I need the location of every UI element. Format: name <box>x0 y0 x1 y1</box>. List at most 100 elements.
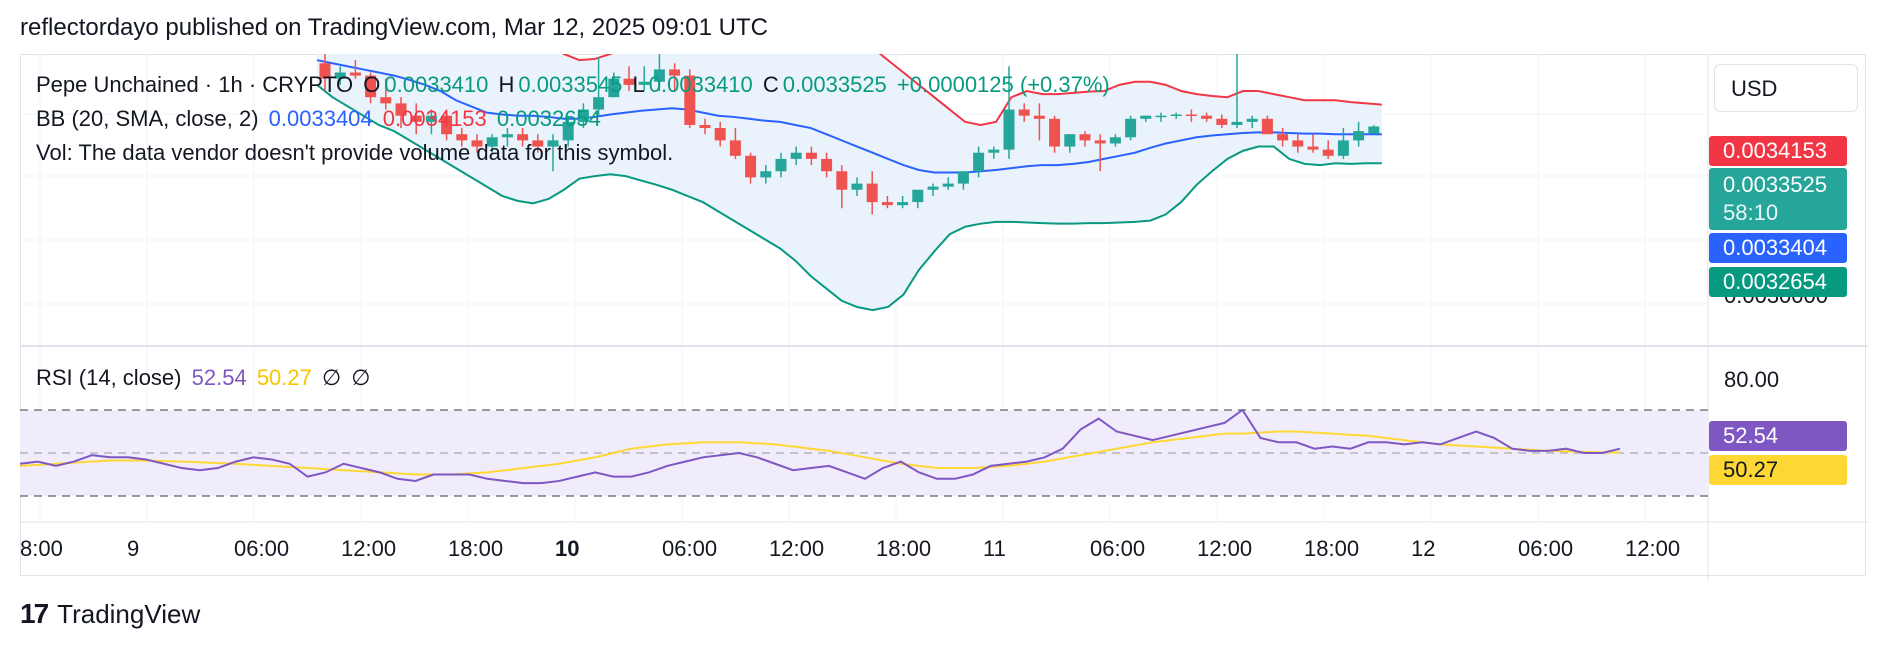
rsi-ma-value: 50.27 <box>256 365 312 390</box>
close-label: C <box>762 72 779 97</box>
time-tick-label: 12 <box>1411 536 1436 561</box>
candle-body <box>1003 109 1015 150</box>
candle-body <box>1322 149 1334 156</box>
time-tick-label: 12:00 <box>1197 536 1253 561</box>
high-value: 0.0033545 <box>518 72 623 97</box>
candle-body <box>653 69 665 82</box>
candle-body <box>684 75 696 125</box>
candle-body <box>1018 109 1030 116</box>
rsi-na-1: ∅ <box>322 365 342 390</box>
candle-body <box>897 202 909 206</box>
time-tick-label: 11 <box>983 536 1006 561</box>
candle-body <box>973 152 985 172</box>
candle-body <box>881 202 893 206</box>
bb-lower-value: 0.0032654 <box>496 106 601 131</box>
chart-canvas[interactable] <box>20 54 1868 580</box>
candle-body <box>1170 114 1182 116</box>
symbol-legend: Pepe Unchained · 1h · CRYPTO O 0.0033410 … <box>36 72 1114 98</box>
rsi-na-2: ∅ <box>351 365 371 390</box>
footer-brand[interactable]: 17 TradingView <box>20 598 200 630</box>
candle-body <box>471 140 483 147</box>
candle-body <box>456 134 468 141</box>
candle-body <box>851 183 863 190</box>
open-value: 0.0033410 <box>384 72 489 97</box>
rsi-line <box>20 408 1621 485</box>
candle-body <box>1246 118 1258 122</box>
candle-body <box>593 97 605 110</box>
candle-body <box>1307 146 1319 150</box>
candle-body <box>517 134 529 141</box>
rsi-label: RSI (14, close) <box>36 365 182 390</box>
time-tick-label: 06:00 <box>662 536 718 561</box>
tradingview-logo-icon: 17 <box>20 598 49 629</box>
candle-body <box>319 63 331 79</box>
bar-countdown: 58:10 <box>1723 200 1779 225</box>
candle-body <box>1353 131 1365 141</box>
candle-body <box>1261 118 1273 135</box>
time-tick-label: 12:00 <box>769 536 825 561</box>
time-tick-label: 10 <box>555 536 580 561</box>
rsi-ma-tag: 50.27 <box>1709 455 1847 485</box>
publish-header: reflectordayo published on TradingView.c… <box>20 14 768 41</box>
candle-body <box>1292 140 1304 147</box>
candle-body <box>562 121 574 141</box>
candle-body <box>1033 115 1045 119</box>
time-tick-label: 12:00 <box>341 536 397 561</box>
candle-body <box>1216 118 1228 125</box>
rsi-value: 52.54 <box>191 365 247 390</box>
symbol-name[interactable]: Pepe Unchained · 1h · CRYPTO <box>36 72 354 97</box>
time-tick-label: 06:00 <box>1090 536 1146 561</box>
candle-body <box>410 115 422 122</box>
low-value: 0.0033410 <box>648 72 753 97</box>
time-tick-label: 8:00 <box>20 536 63 561</box>
candle-body <box>1125 118 1137 138</box>
low-label: L <box>632 72 645 97</box>
high-label: H <box>498 72 515 97</box>
candle-body <box>425 115 437 122</box>
currency-selector[interactable]: USD <box>1714 64 1858 112</box>
bb-basis-value: 0.0033404 <box>268 106 373 131</box>
bb-upper-value: 0.0034153 <box>382 106 487 131</box>
bb-label: BB (20, SMA, close, 2) <box>36 106 259 131</box>
candle-body <box>532 140 544 147</box>
candle-body <box>927 186 939 190</box>
candle-body <box>1231 121 1243 125</box>
rsi-legend[interactable]: RSI (14, close) 52.54 50.27 ∅ ∅ <box>36 365 374 391</box>
bb-lower-line <box>316 84 1382 312</box>
candle-body <box>638 81 650 85</box>
brand-name: TradingView <box>57 598 201 629</box>
candle-body <box>669 69 681 76</box>
candle-body <box>1094 140 1106 144</box>
change-value: +0.0000125 (+0.37%) <box>896 72 1110 97</box>
bb-legend[interactable]: BB (20, SMA, close, 2) 0.0033404 0.00341… <box>36 106 605 132</box>
bb-basis-tag: 0.0033404 <box>1709 233 1847 263</box>
candle-body <box>1109 137 1121 144</box>
bb-upper-line <box>562 54 1382 126</box>
rsi-ma-line <box>20 430 1621 476</box>
candle-body <box>836 171 848 190</box>
candle-body <box>395 103 407 116</box>
close-value: 0.0033525 <box>782 72 887 97</box>
candle-body <box>1064 134 1076 147</box>
bb-upper-tag: 0.0034153 <box>1709 136 1847 166</box>
time-tick-label: 18:00 <box>1304 536 1360 561</box>
rsi-axis-80: 80.00 <box>1724 367 1780 392</box>
bb-basis-line <box>316 59 1382 174</box>
candle-body <box>349 72 361 76</box>
candle-body <box>1201 115 1213 119</box>
candle-body <box>380 97 392 104</box>
candle-body <box>365 75 377 98</box>
candle-body <box>988 149 1000 153</box>
candle-body <box>577 109 589 122</box>
candle-body <box>1368 126 1380 134</box>
candle-body <box>745 155 757 178</box>
candle-body <box>790 152 802 159</box>
last-price-tag: 0.0033525 58:10 <box>1709 168 1847 230</box>
candle-body <box>1185 114 1197 116</box>
candle-body <box>501 134 513 138</box>
chart-frame <box>20 54 1866 576</box>
candle-body <box>1049 118 1061 147</box>
time-tick-label: 18:00 <box>448 536 504 561</box>
candle-body <box>714 128 726 141</box>
candle-body <box>912 189 924 203</box>
